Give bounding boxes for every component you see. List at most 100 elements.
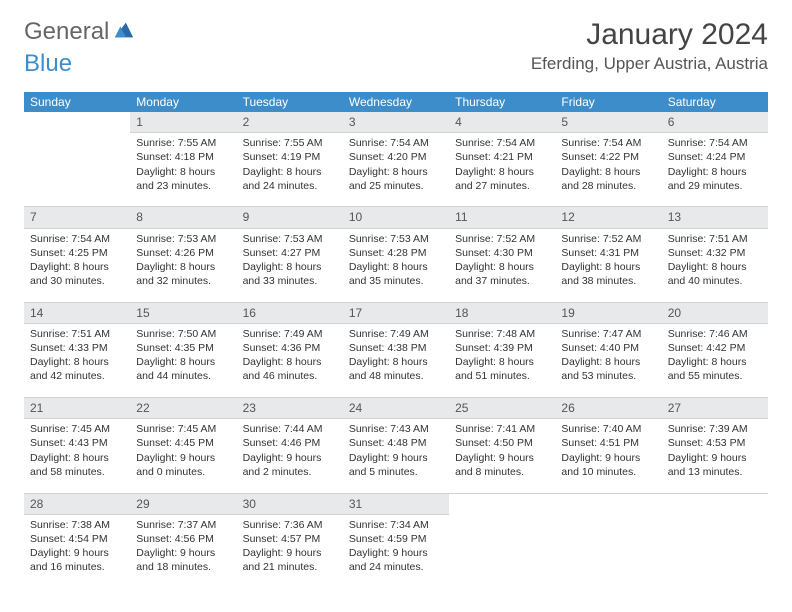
daylight-text: Daylight: 8 hours — [668, 260, 762, 274]
day-body: Sunrise: 7:49 AMSunset: 4:36 PMDaylight:… — [237, 324, 343, 392]
dow-wednesday: Wednesday — [343, 92, 449, 112]
page-title: January 2024 — [531, 18, 768, 52]
sunrise-text: Sunrise: 7:47 AM — [561, 327, 655, 341]
daylight-text: and 42 minutes. — [30, 369, 124, 383]
daylight-text: and 53 minutes. — [561, 369, 655, 383]
dow-friday: Friday — [555, 92, 661, 112]
day-body: Sunrise: 7:53 AMSunset: 4:27 PMDaylight:… — [237, 229, 343, 297]
sunrise-text: Sunrise: 7:38 AM — [30, 518, 124, 532]
sunrise-text: Sunrise: 7:52 AM — [455, 232, 549, 246]
day-number: 19 — [555, 303, 661, 324]
day-number: 24 — [343, 398, 449, 419]
sunrise-text: Sunrise: 7:48 AM — [455, 327, 549, 341]
sunset-text: Sunset: 4:53 PM — [668, 436, 762, 450]
daylight-text: Daylight: 8 hours — [30, 451, 124, 465]
day-number: 26 — [555, 398, 661, 419]
day-number: 20 — [662, 303, 768, 324]
daylight-text: and 29 minutes. — [668, 179, 762, 193]
calendar-week-row: 28Sunrise: 7:38 AMSunset: 4:54 PMDayligh… — [24, 493, 768, 582]
daylight-text: Daylight: 8 hours — [243, 260, 337, 274]
calendar-week-row: 14Sunrise: 7:51 AMSunset: 4:33 PMDayligh… — [24, 302, 768, 391]
sunrise-text: Sunrise: 7:49 AM — [349, 327, 443, 341]
sunrise-text: Sunrise: 7:51 AM — [668, 232, 762, 246]
sunrise-text: Sunrise: 7:54 AM — [561, 136, 655, 150]
daylight-text: Daylight: 8 hours — [349, 355, 443, 369]
day-body: Sunrise: 7:40 AMSunset: 4:51 PMDaylight:… — [555, 419, 661, 487]
sunrise-text: Sunrise: 7:43 AM — [349, 422, 443, 436]
calendar-day-cell: 17Sunrise: 7:49 AMSunset: 4:38 PMDayligh… — [343, 302, 449, 391]
calendar-day-cell: 23Sunrise: 7:44 AMSunset: 4:46 PMDayligh… — [237, 398, 343, 487]
day-body: Sunrise: 7:51 AMSunset: 4:33 PMDaylight:… — [24, 324, 130, 392]
sunrise-text: Sunrise: 7:55 AM — [136, 136, 230, 150]
daylight-text: and 8 minutes. — [455, 465, 549, 479]
calendar-day-cell: 16Sunrise: 7:49 AMSunset: 4:36 PMDayligh… — [237, 302, 343, 391]
calendar-day-cell: 1Sunrise: 7:55 AMSunset: 4:18 PMDaylight… — [130, 112, 236, 201]
day-number: 23 — [237, 398, 343, 419]
title-block: January 2024 Eferding, Upper Austria, Au… — [531, 18, 768, 74]
calendar-week-row: 21Sunrise: 7:45 AMSunset: 4:43 PMDayligh… — [24, 398, 768, 487]
day-body: Sunrise: 7:36 AMSunset: 4:57 PMDaylight:… — [237, 515, 343, 583]
calendar-day-cell: 31Sunrise: 7:34 AMSunset: 4:59 PMDayligh… — [343, 493, 449, 582]
calendar-day-cell — [24, 112, 130, 201]
daylight-text: and 2 minutes. — [243, 465, 337, 479]
day-body: Sunrise: 7:52 AMSunset: 4:30 PMDaylight:… — [449, 229, 555, 297]
calendar-day-cell: 12Sunrise: 7:52 AMSunset: 4:31 PMDayligh… — [555, 207, 661, 296]
calendar-day-cell: 21Sunrise: 7:45 AMSunset: 4:43 PMDayligh… — [24, 398, 130, 487]
sunrise-text: Sunrise: 7:51 AM — [30, 327, 124, 341]
day-number: 5 — [555, 112, 661, 133]
calendar-header-row: Sunday Monday Tuesday Wednesday Thursday… — [24, 92, 768, 112]
sunrise-text: Sunrise: 7:53 AM — [243, 232, 337, 246]
day-body: Sunrise: 7:47 AMSunset: 4:40 PMDaylight:… — [555, 324, 661, 392]
sunrise-text: Sunrise: 7:55 AM — [243, 136, 337, 150]
day-number: 11 — [449, 207, 555, 228]
day-number: 22 — [130, 398, 236, 419]
day-body: Sunrise: 7:49 AMSunset: 4:38 PMDaylight:… — [343, 324, 449, 392]
logo: General — [24, 18, 135, 46]
daylight-text: and 46 minutes. — [243, 369, 337, 383]
day-body: Sunrise: 7:51 AMSunset: 4:32 PMDaylight:… — [662, 229, 768, 297]
sunrise-text: Sunrise: 7:54 AM — [668, 136, 762, 150]
daylight-text: Daylight: 9 hours — [243, 546, 337, 560]
day-number: 27 — [662, 398, 768, 419]
day-number: 18 — [449, 303, 555, 324]
calendar-day-cell: 6Sunrise: 7:54 AMSunset: 4:24 PMDaylight… — [662, 112, 768, 201]
sunrise-text: Sunrise: 7:46 AM — [668, 327, 762, 341]
sunrise-text: Sunrise: 7:53 AM — [136, 232, 230, 246]
sunset-text: Sunset: 4:51 PM — [561, 436, 655, 450]
daylight-text: and 5 minutes. — [349, 465, 443, 479]
daylight-text: Daylight: 8 hours — [243, 165, 337, 179]
day-number: 28 — [24, 494, 130, 515]
daylight-text: Daylight: 9 hours — [668, 451, 762, 465]
day-number: 15 — [130, 303, 236, 324]
day-number: 31 — [343, 494, 449, 515]
day-number: 16 — [237, 303, 343, 324]
day-number: 1 — [130, 112, 236, 133]
calendar-day-cell — [662, 493, 768, 582]
calendar-day-cell — [555, 493, 661, 582]
location-subtitle: Eferding, Upper Austria, Austria — [531, 54, 768, 74]
sunrise-text: Sunrise: 7:41 AM — [455, 422, 549, 436]
calendar-day-cell: 4Sunrise: 7:54 AMSunset: 4:21 PMDaylight… — [449, 112, 555, 201]
day-number: 30 — [237, 494, 343, 515]
sunset-text: Sunset: 4:27 PM — [243, 246, 337, 260]
day-body: Sunrise: 7:45 AMSunset: 4:45 PMDaylight:… — [130, 419, 236, 487]
daylight-text: Daylight: 9 hours — [30, 546, 124, 560]
calendar-day-cell: 28Sunrise: 7:38 AMSunset: 4:54 PMDayligh… — [24, 493, 130, 582]
daylight-text: and 25 minutes. — [349, 179, 443, 193]
daylight-text: Daylight: 8 hours — [561, 165, 655, 179]
daylight-text: Daylight: 8 hours — [349, 260, 443, 274]
daylight-text: Daylight: 8 hours — [243, 355, 337, 369]
calendar-day-cell: 20Sunrise: 7:46 AMSunset: 4:42 PMDayligh… — [662, 302, 768, 391]
day-number: 25 — [449, 398, 555, 419]
day-number: 6 — [662, 112, 768, 133]
daylight-text: and 24 minutes. — [243, 179, 337, 193]
daylight-text: and 58 minutes. — [30, 465, 124, 479]
daylight-text: Daylight: 8 hours — [455, 165, 549, 179]
daylight-text: Daylight: 9 hours — [561, 451, 655, 465]
daylight-text: Daylight: 9 hours — [455, 451, 549, 465]
sunset-text: Sunset: 4:30 PM — [455, 246, 549, 260]
day-body: Sunrise: 7:44 AMSunset: 4:46 PMDaylight:… — [237, 419, 343, 487]
day-body: Sunrise: 7:37 AMSunset: 4:56 PMDaylight:… — [130, 515, 236, 583]
daylight-text: and 55 minutes. — [668, 369, 762, 383]
day-body: Sunrise: 7:55 AMSunset: 4:19 PMDaylight:… — [237, 133, 343, 201]
